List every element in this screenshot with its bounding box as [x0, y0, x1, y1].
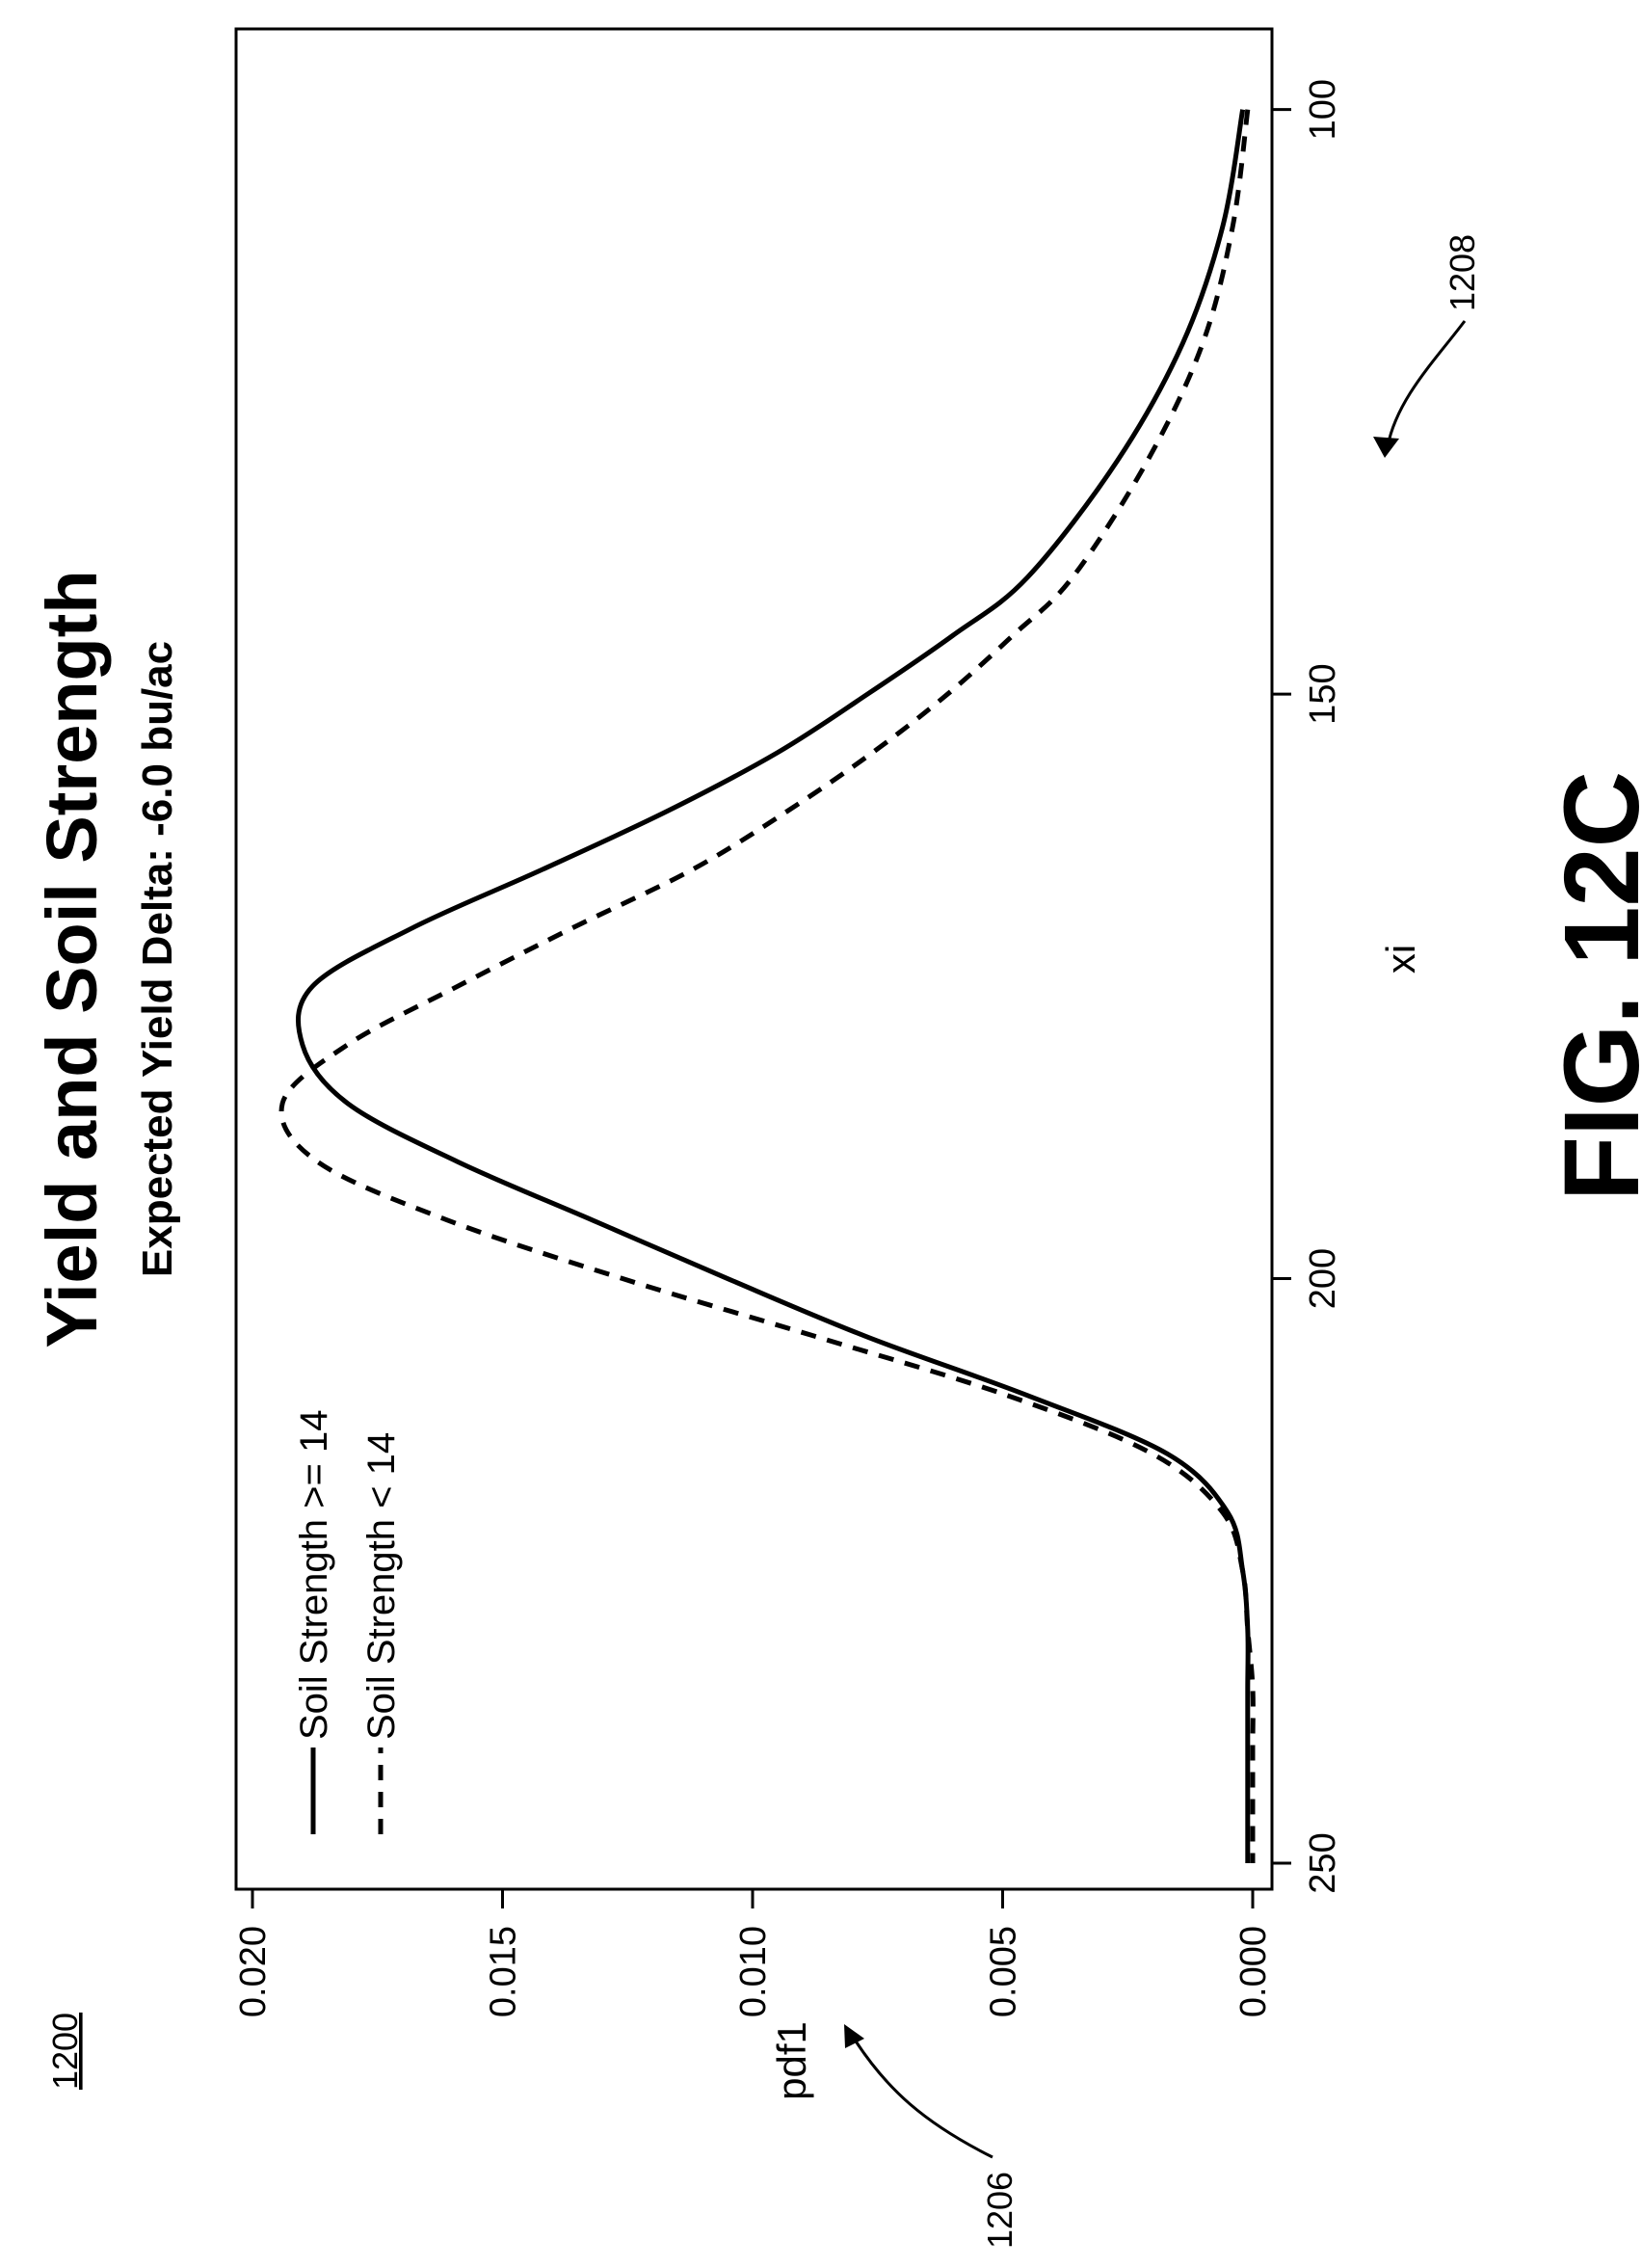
y-tick-label: 0.015: [484, 1926, 524, 2017]
x-tick-label: 200: [1303, 1248, 1343, 1309]
callout-1206-arrowhead: [844, 2024, 864, 2048]
figure-ref-number: 1200: [45, 2013, 85, 2090]
callout-1208-label-text: 1208: [1443, 234, 1482, 311]
legend-label-2: Soil Strength < 14: [360, 1432, 403, 1740]
x-tick-label: 150: [1303, 663, 1343, 724]
y-tick-label: 0.005: [984, 1926, 1024, 2017]
chart-subtitle: Expected Yield Delta: -6.0 bu/ac: [134, 641, 181, 1277]
x-axis-label: xi: [1378, 945, 1423, 974]
callout-1206-arrow: [851, 2036, 993, 2159]
callout-1206-label: 1206: [980, 2172, 1020, 2249]
y-tick-label: 0.020: [233, 1926, 274, 2017]
x-tick-label: 250: [1303, 1832, 1343, 1893]
legend-label-1: Soil Strength >= 14: [293, 1410, 335, 1740]
y-tick-label: 0.000: [1233, 1926, 1274, 2017]
x-tick-label: 100: [1303, 79, 1343, 140]
series-line-2: [278, 109, 1256, 1863]
series-line-1: [295, 109, 1251, 1863]
chart-marks: 100 150 200 250 0.000 0.005 0.010 0.015 0.020 Soi…: [233, 79, 1343, 2017]
rotated-chart-group: 100 150 200 250 0.000 0.005 0.010 0.015 0.020 Soi…: [32, 27, 1642, 2249]
callout-1208-arrowhead: [1373, 437, 1399, 458]
y-tick-label: 0.010: [733, 1926, 774, 2017]
y-axis-label: pdf1: [769, 2021, 814, 2100]
callout-1208-arrow: [1386, 320, 1467, 447]
chart-title: Yield and Soil Strength: [32, 570, 112, 1347]
figure-label: FIG. 12C: [1543, 771, 1642, 1201]
